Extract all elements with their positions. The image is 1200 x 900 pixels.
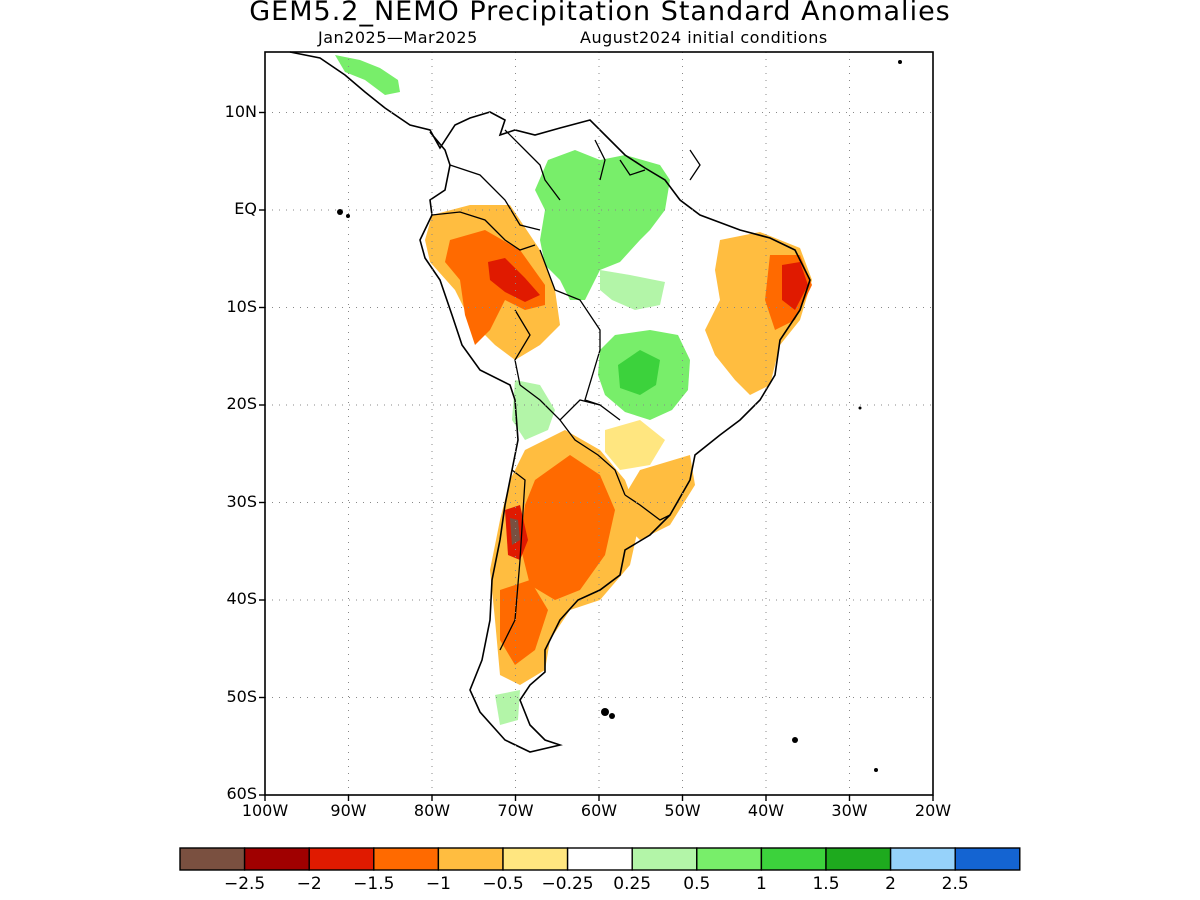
lon-label: 90W <box>330 801 367 820</box>
colorbar-tick-label: −0.5 <box>482 874 524 894</box>
colorbar-tick-label: −2.5 <box>223 874 266 894</box>
islands <box>337 60 902 772</box>
map-title: GEM5.2_NEMO Precipitation Standard Anoma… <box>249 0 951 27</box>
colorbar-swatch <box>243 847 310 871</box>
colorbar-swatch <box>308 847 375 871</box>
colorbar-tick-label: 0.25 <box>613 874 652 894</box>
colorbar-swatch <box>566 847 633 871</box>
colorbar-swatch <box>696 847 763 871</box>
negative-anomaly-peru-core <box>488 258 540 302</box>
negative-anomaly-uruguay <box>620 455 695 540</box>
negative-anomaly-patagonia <box>500 580 548 665</box>
country-borders <box>431 129 701 651</box>
colorbar-swatch <box>502 847 569 871</box>
colorbar-tick-label: 1.5 <box>812 874 840 894</box>
axis-ticks <box>259 111 934 801</box>
anomaly-fields <box>335 55 812 725</box>
colorbar-swatch <box>437 847 504 871</box>
colorbar-tick-label: 2 <box>885 874 896 894</box>
colorbar-tick-label: −1.5 <box>353 874 395 894</box>
colorbar-tick-label: −0.25 <box>541 874 594 894</box>
lon-label: 20W <box>914 801 952 820</box>
colorbar-swatch <box>373 847 440 871</box>
colorbar-swatch <box>825 847 892 871</box>
negative-anomaly-ne-coast-core <box>782 262 808 310</box>
period-subtitle: Jan2025—Mar2025 <box>318 28 478 47</box>
lat-label: 10N <box>224 101 257 121</box>
colorbar-swatch <box>760 847 827 871</box>
lat-label: EQ <box>234 199 257 218</box>
colorbar-tick-label: −1 <box>425 874 451 894</box>
lon-label: 60W <box>580 801 618 820</box>
colorbar <box>179 847 1021 871</box>
lat-label: 60S <box>226 784 257 803</box>
negative-anomaly-argentina-strong <box>520 455 615 600</box>
lon-label: 30W <box>831 801 868 820</box>
lat-label: 40S <box>226 589 257 608</box>
colorbar-tick-label: −2 <box>296 874 322 894</box>
negative-anomaly-chile-extreme <box>510 518 520 545</box>
lat-label: 50S <box>226 686 257 706</box>
colorbar-tick-label: 2.5 <box>941 874 969 894</box>
lon-label: 70W <box>497 801 534 820</box>
lat-label: 30S <box>226 491 257 511</box>
colorbar-swatch <box>179 847 246 871</box>
negative-anomaly-se-brazil <box>605 420 665 470</box>
graticule <box>265 52 933 795</box>
colorbar-tick-label: 0.5 <box>683 874 711 894</box>
lat-label: 10S <box>226 296 257 316</box>
lon-label: 50W <box>664 801 701 820</box>
colorbar-swatch <box>889 847 956 871</box>
lat-label: 20S <box>226 394 257 413</box>
positive-anomaly-amazon <box>535 150 670 300</box>
positive-anomaly-central-brazil-dark <box>618 350 660 395</box>
colorbar-tick-label: 1 <box>755 874 767 894</box>
positive-anomaly-central-america <box>335 55 400 95</box>
lon-label: 40W <box>747 801 785 820</box>
negative-anomaly-peru-strong <box>445 230 545 345</box>
coastline-south-america <box>289 51 811 753</box>
positive-anomaly-amazon-light <box>600 270 665 310</box>
lon-label: 80W <box>413 801 451 820</box>
positive-anomaly-patagonia <box>495 690 520 725</box>
colorbar-swatch <box>954 847 1021 871</box>
initial-conditions-subtitle: August2024 initial conditions <box>580 28 828 47</box>
positive-anomaly-andes <box>512 380 555 440</box>
lon-label: 100W <box>241 801 289 820</box>
colorbar-swatch <box>631 847 698 871</box>
